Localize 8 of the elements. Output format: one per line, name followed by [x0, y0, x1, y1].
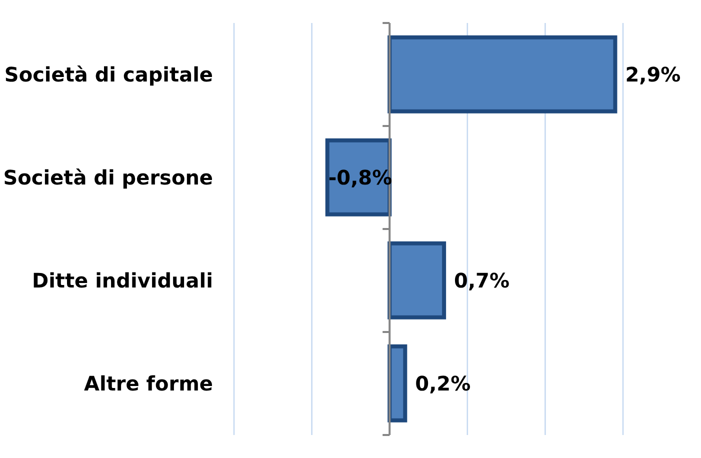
data-label: 2,9% — [625, 62, 681, 86]
y-tick-label: Ditte individuali — [32, 268, 213, 292]
y-tick-label: Società di capitale — [4, 62, 213, 86]
y-tick-label: Altre forme — [84, 372, 213, 396]
data-label: 0,7% — [454, 268, 510, 292]
data-label: 0,2% — [415, 371, 471, 396]
y-tick-label: Società di persone — [3, 166, 213, 190]
data-label: -0,8% — [328, 165, 392, 190]
